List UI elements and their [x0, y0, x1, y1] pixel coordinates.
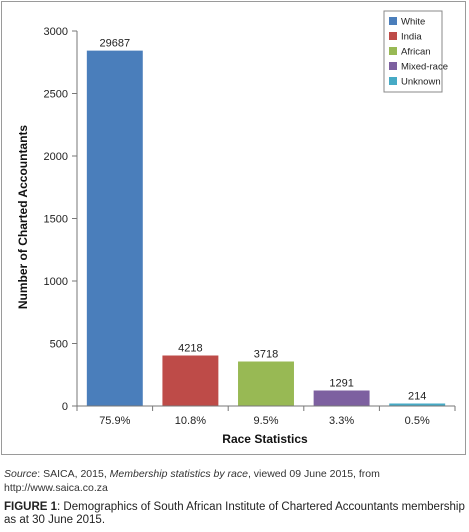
bar-white: [86, 50, 143, 406]
figure-label: FIGURE 1: [4, 501, 58, 513]
y-tick-label: 2000: [44, 151, 68, 163]
legend-label: White: [401, 17, 425, 28]
source-note: Source: SAICA, 2015, Membership statisti…: [4, 467, 466, 495]
x-tick-label: 10.8%: [175, 415, 206, 427]
data-label: 4218: [178, 343, 202, 355]
x-tick-label: 3.3%: [329, 415, 354, 427]
y-tick-label: 1500: [44, 214, 68, 226]
figure-caption-text: : Demographics of South African Institut…: [4, 501, 465, 526]
x-axis: 75.9% 10.8% 9.5% 3.3% 0.5%: [76, 405, 456, 427]
data-label: 29687: [100, 38, 131, 50]
legend-label: Unknown: [401, 77, 441, 88]
legend: White India African Mixed-race Unknown: [383, 10, 448, 93]
bars: 29687 4218 3718 1291 214: [86, 38, 446, 406]
legend-swatch: [389, 77, 397, 85]
legend-label: Mixed-race: [401, 62, 448, 73]
source-prefix: Source: [4, 468, 38, 480]
y-tick-label: 2500: [44, 89, 68, 101]
y-tick-label: 0: [62, 401, 68, 413]
x-tick-label: 75.9%: [99, 415, 130, 427]
source-text-before: : SAICA, 2015,: [37, 468, 110, 480]
figure-caption: FIGURE 1: Demographics of South African …: [4, 501, 466, 527]
legend-label: India: [401, 32, 422, 43]
legend-swatch: [389, 62, 397, 70]
y-tick-label: 3000: [44, 26, 68, 38]
y-axis: 0 500 1000 1500 2000 2500 3000: [44, 26, 78, 413]
data-label: 214: [408, 391, 426, 403]
x-tick-label: 9.5%: [253, 415, 278, 427]
y-tick-label: 500: [50, 339, 68, 351]
x-tick-label: 0.5%: [405, 415, 430, 427]
bar-chart: 0 500 1000 1500 2000 2500 3000 29687 4218 3718 12…: [16, 10, 456, 446]
legend-label: African: [401, 47, 431, 58]
bar-unknown: [389, 403, 446, 406]
legend-swatch: [389, 47, 397, 55]
bar-india: [162, 355, 219, 406]
source-text-after: , viewed 09 June 2015, from http://www.s…: [4, 468, 380, 494]
legend-swatch: [389, 32, 397, 40]
source-title: Membership statistics by race: [109, 468, 248, 480]
legend-swatch: [389, 17, 397, 25]
y-axis-title: Number of Charted Accountants: [16, 125, 30, 310]
x-axis-title: Race Statistics: [222, 432, 308, 446]
y-tick-label: 1000: [44, 276, 68, 288]
data-label: 1291: [329, 378, 353, 390]
bar-mixed-race: [313, 390, 370, 406]
bar-african: [238, 361, 294, 406]
data-label: 3718: [254, 349, 278, 361]
